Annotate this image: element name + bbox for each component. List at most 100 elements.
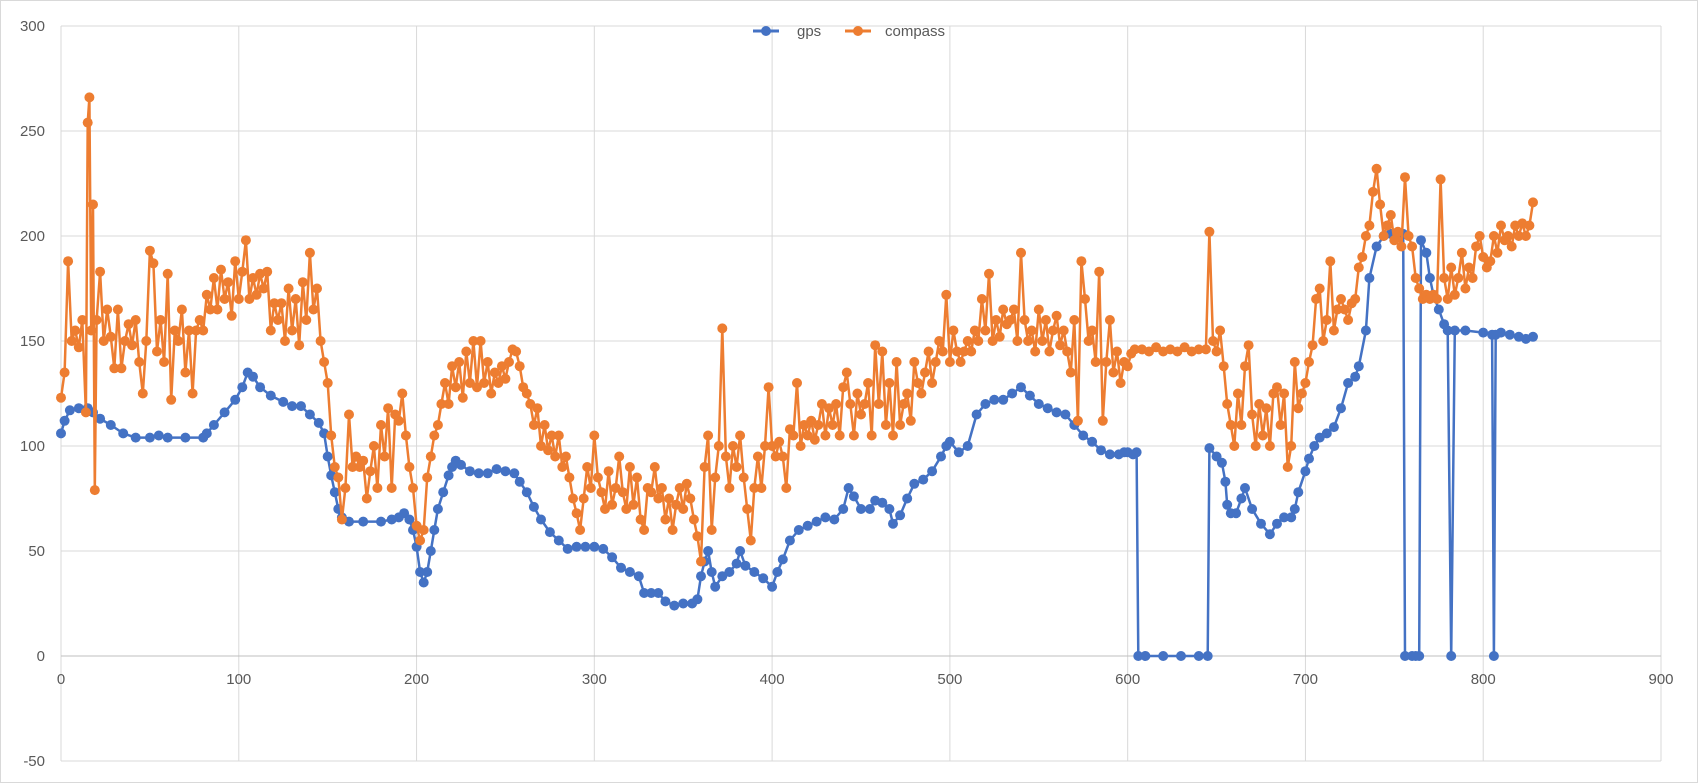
legend-gps-label: gps	[797, 23, 821, 40]
gps-point	[927, 466, 938, 477]
compass-point	[1357, 252, 1368, 262]
gps-point	[877, 497, 888, 508]
compass-point	[1101, 357, 1112, 367]
compass-point	[1513, 231, 1524, 241]
compass-point	[511, 346, 522, 357]
gps-point	[287, 401, 298, 412]
gps-point	[1309, 441, 1320, 451]
compass-point	[1371, 163, 1382, 174]
gps-point	[1321, 428, 1332, 439]
compass-point	[1353, 262, 1364, 273]
compass-point	[948, 325, 959, 336]
compass-point	[1432, 294, 1442, 304]
compass-point	[194, 315, 205, 325]
compass-point	[539, 420, 550, 430]
compass-point	[891, 357, 902, 367]
compass-point	[589, 430, 600, 441]
compass-point	[400, 430, 411, 441]
compass-point	[251, 289, 262, 300]
compass-point	[1204, 226, 1215, 237]
gps-point	[1460, 325, 1471, 336]
compass-point	[1474, 231, 1485, 241]
compass-point	[1122, 361, 1133, 372]
compass-point	[699, 462, 710, 472]
compass-point	[952, 346, 962, 357]
compass-point	[856, 409, 866, 420]
gps-point	[473, 468, 484, 479]
gps-point	[1176, 651, 1186, 661]
compass-point	[1414, 283, 1425, 294]
gps-point	[278, 396, 289, 407]
compass-point	[1311, 294, 1322, 304]
compass-point	[212, 304, 223, 315]
gps-point	[884, 504, 895, 514]
gps-point	[1193, 651, 1204, 661]
compass-point	[1350, 294, 1361, 304]
gps-point	[118, 428, 129, 439]
gps-point	[1051, 407, 1062, 418]
compass-point	[959, 346, 970, 357]
gps-point	[1353, 361, 1364, 372]
compass-point	[216, 264, 226, 275]
gps-point	[201, 428, 212, 439]
compass-point	[1108, 367, 1119, 378]
gps-point	[669, 600, 680, 611]
gps-point	[660, 596, 671, 607]
compass-point	[1439, 273, 1450, 283]
gps-point	[1504, 329, 1515, 340]
gps-point	[130, 432, 141, 443]
compass-point	[632, 472, 642, 483]
compass-point	[681, 478, 692, 489]
compass-point	[888, 430, 898, 441]
gps-point	[749, 567, 760, 577]
y-tick-label: 200	[20, 228, 45, 245]
y-tick-label: 100	[20, 438, 45, 455]
compass-point	[173, 336, 184, 346]
compass-point	[408, 483, 418, 493]
compass-point	[870, 340, 881, 351]
compass-point	[1524, 220, 1535, 231]
gps-point	[180, 432, 191, 443]
gps-point	[580, 541, 591, 552]
compass-point	[543, 445, 554, 456]
compass-point	[198, 325, 209, 336]
gps-point	[59, 415, 70, 426]
gps-point	[95, 413, 106, 424]
compass-point	[1375, 199, 1386, 210]
compass-point	[809, 434, 820, 445]
compass-point	[166, 394, 177, 405]
compass-point	[976, 294, 987, 304]
compass-point	[315, 336, 326, 346]
gps-point	[829, 514, 840, 525]
gps-point	[536, 514, 546, 525]
gps-point	[1328, 422, 1339, 433]
compass-point	[308, 304, 319, 315]
gps-point	[895, 510, 906, 521]
gps-point	[1496, 327, 1506, 338]
compass-point	[560, 451, 571, 462]
compass-point	[89, 485, 100, 496]
gps-point	[553, 535, 564, 546]
compass-point	[660, 514, 671, 525]
gps-point	[1528, 331, 1538, 342]
gps-point	[1416, 235, 1426, 246]
gps-point	[1343, 378, 1354, 388]
compass-point	[475, 336, 486, 346]
compass-point	[180, 367, 191, 378]
gps-point	[710, 581, 721, 592]
compass-point	[1037, 336, 1048, 346]
gps-point	[639, 588, 650, 598]
compass-point	[482, 357, 493, 367]
compass-point	[116, 363, 127, 374]
compass-point	[1250, 441, 1261, 451]
gps-point	[514, 476, 525, 487]
compass-point	[585, 483, 596, 493]
compass-point	[656, 483, 667, 493]
compass-point	[969, 325, 980, 336]
gps-point	[944, 436, 955, 447]
compass-point	[1492, 247, 1503, 258]
compass-point	[80, 407, 91, 418]
compass-point	[909, 357, 920, 367]
compass-point	[169, 325, 180, 336]
